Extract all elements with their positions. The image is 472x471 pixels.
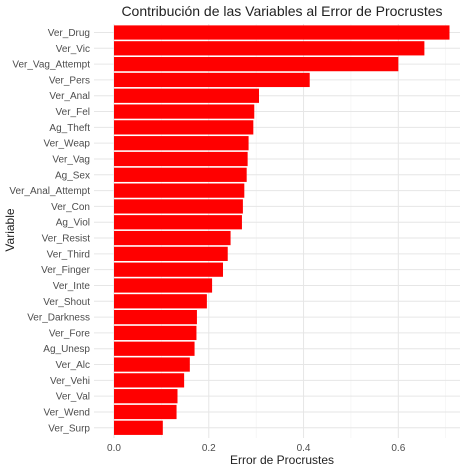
y-tick-label: Ver_Third [47,249,90,260]
bar [114,136,249,151]
bar [114,373,185,388]
bar [114,310,197,325]
bar [114,246,228,261]
y-tick-labels: Ver_Drug Ver_Vic Ver_Vag_Attempt Ver_Pers Ve… [9,28,90,434]
y-tick-label: Ver_Inte [53,281,91,292]
bar [114,294,207,309]
y-tick-label: Ver_Con [51,202,90,213]
y-axis-title: Variable [3,208,17,251]
y-tick-label: Ver_Vag [52,154,90,165]
bar [114,357,190,372]
x-tick-label: 0.6 [391,443,405,454]
bar [114,262,223,277]
bar [114,183,245,198]
bar [114,230,231,246]
y-tick-label: Ver_Fel [56,107,90,118]
y-tick-label: Ver_Pers [49,75,90,86]
y-tick-label: Ver_Drug [48,28,90,39]
bar [114,151,248,167]
bar [114,72,310,88]
y-tick-label: Ver_Anal_Attempt [9,186,90,197]
y-tick-label: Ver_Vehi [50,376,90,387]
chart-title: Contribución de las Variables al Error d… [121,3,442,19]
bar [114,404,177,420]
bar [114,167,247,182]
bar [114,88,260,103]
y-tick-label: Ver_Alc [56,360,90,371]
y-tick-label: Ver_Anal [49,91,90,102]
bar [114,41,425,56]
bar [114,104,255,119]
bar [114,325,197,341]
bar [114,25,450,40]
y-tick-label: Ag_Unesp [43,344,90,355]
bar [114,278,213,293]
x-tick-labels: 0.0 0.2 0.4 0.6 [107,443,406,454]
bar [114,215,242,230]
y-tick-label: Ver_Vag_Attempt [12,60,90,71]
y-tick-label: Ver_Wend [43,407,90,418]
bar [114,389,178,404]
bar [114,57,399,72]
x-axis-title: Error de Procrustes [230,453,334,467]
y-tick-label: Ver_Weap [43,139,90,150]
bar [114,120,254,135]
y-tick-label: Ver_Finger [41,265,91,276]
bar [114,341,195,356]
bar [114,420,163,435]
y-tick-label: Ver_Darkness [27,313,90,324]
y-tick-label: Ag_Viol [56,218,90,229]
y-tick-label: Ver_Surp [48,423,90,434]
y-tick-label: Ver_Val [56,392,90,403]
y-tick-label: Ver_Shout [43,297,90,308]
y-tick-label: Ver_Fore [49,328,91,339]
x-tick-label: 0.4 [297,443,311,454]
y-tick-label: Ag_Theft [49,123,90,134]
y-tick-label: Ag_Sex [55,170,90,181]
y-tick-label: Ver_Resist [42,234,91,245]
x-tick-label: 0.0 [107,443,121,454]
bars [114,25,450,435]
x-tick-label: 0.2 [202,443,216,454]
bar [114,199,243,214]
y-tick-label: Ver_Vic [56,44,90,55]
